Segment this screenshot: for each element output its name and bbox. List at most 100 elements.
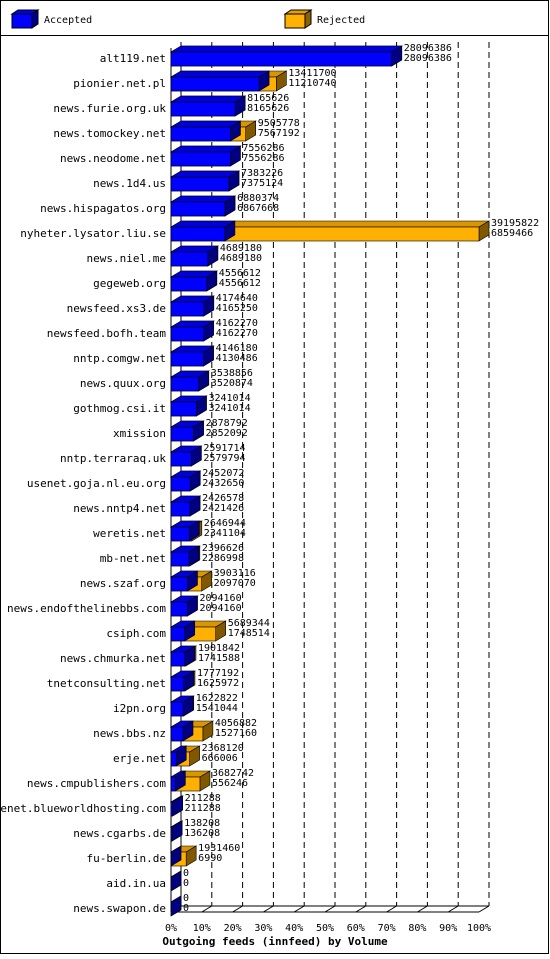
bar-group [171,221,235,241]
bar-top [171,96,245,102]
bar [171,777,175,791]
chart-title: Outgoing feeds (innfeed) by Volume [162,935,388,948]
bar [171,202,225,216]
x-tick-label: 40% [285,923,303,934]
bar-group [171,96,245,116]
y-tick-label: news.neodome.net [60,152,166,165]
value-label: 2094160 [199,603,241,614]
bar [171,577,187,591]
y-tick-label: news.furie.org.uk [53,102,166,115]
value-label: 2341104 [204,528,246,539]
bar-group [171,146,240,166]
value-label: 1541044 [196,703,238,714]
x-tick-label: 70% [378,923,396,934]
bar [171,227,225,241]
y-tick-label: news.cgarbs.de [73,827,166,840]
bar-top [171,121,240,127]
bar [171,552,189,566]
bar [171,627,185,641]
x-tick-label: 60% [347,923,365,934]
bar-group [171,371,209,391]
value-label: 3520874 [211,378,253,389]
bar-group [171,296,214,316]
bar [171,452,191,466]
bar-group [171,46,402,66]
bar [171,402,196,416]
value-label: 1748514 [228,628,270,639]
y-tick-label: xmission [113,427,166,440]
bar [171,302,204,316]
value-label: 0 [183,903,189,914]
y-tick-label: news.swapon.de [73,902,166,915]
value-label: 556246 [212,778,248,789]
y-tick-label: newsfeed.xs3.de [67,302,166,315]
y-tick-label: news.bbs.nz [93,727,166,740]
bar [171,477,190,491]
bar [171,427,193,441]
x-tick-label: 50% [316,923,334,934]
value-label: 2852092 [206,428,248,439]
bar [171,702,183,716]
y-tick-label: news.nntp4.net [73,502,166,515]
y-tick-label: tnetconsulting.net [47,677,166,690]
legend-swatch [285,14,305,28]
y-tick-label: pionier.net.pl [73,77,166,90]
x-tick-label: 0% [165,923,177,934]
value-label: 3241014 [208,403,250,414]
y-tick-label: news.quux.org [80,377,166,390]
y-tick-label: news.endofthelinebbs.com [7,602,166,615]
value-label: 1741588 [198,653,240,664]
value-label: 1527160 [215,728,257,739]
y-tick-label: weretis.net [93,527,166,540]
bar-group [171,421,203,441]
value-label: 4689180 [220,253,262,264]
y-tick-label: news.tomockey.net [53,127,166,140]
y-tick-label: news.cmpublishers.com [27,777,166,790]
legend-label: Rejected [317,15,365,26]
y-tick-label: news.1d4.us [93,177,166,190]
value-label: 1625972 [197,678,239,689]
bar [171,602,187,616]
bar [171,327,204,341]
bar [171,352,203,366]
y-tick-label: news.chmurka.net [60,652,166,665]
value-label: 4165250 [216,303,258,314]
y-tick-label: nntp.comgw.net [73,352,166,365]
bar-group [171,121,240,141]
y-tick-label: news.szaf.org [80,577,166,590]
bar-group [171,446,201,466]
value-label: 8165626 [247,103,289,114]
bar [171,127,230,141]
y-tick-label: usenet.goja.nl.eu.org [27,477,166,490]
x-tick-label: 90% [439,923,457,934]
bar [171,52,392,66]
value-label: 0 [183,878,189,889]
bar [171,102,235,116]
value-label: 2579794 [203,453,245,464]
y-tick-label: nyheter.lysator.liu.se [20,227,166,240]
bar-group [171,71,269,91]
bar [171,677,184,691]
bar-group [171,321,214,341]
bar [171,727,183,741]
y-tick-label: alt119.net [100,52,166,65]
y-tick-label: usenet.blueworldhosting.com [0,802,166,815]
bar [171,277,207,291]
bar-top [171,221,235,227]
legend-label: Accepted [44,15,92,26]
value-label: 2097070 [214,578,256,589]
y-tick-label: news.niel.me [87,252,166,265]
bar [171,527,189,541]
y-tick-label: news.hispagatos.org [40,202,166,215]
bar [171,802,173,816]
bar [171,652,185,666]
y-tick-label: nntp.terraraq.uk [60,452,166,465]
value-label: 6990 [198,853,222,864]
bar-top [171,171,239,177]
bar-top [171,46,402,52]
value-label: 6859466 [491,228,533,239]
bar-group [171,346,213,366]
bar [171,177,229,191]
bar [171,502,190,516]
